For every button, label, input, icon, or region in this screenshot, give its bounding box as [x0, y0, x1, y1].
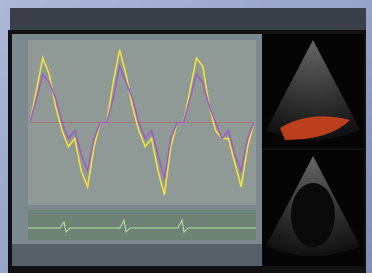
page: (() => { const data = JSON.parse(documen…: [0, 0, 372, 273]
echo-chamber: [291, 183, 335, 247]
screen-photo: [0, 0, 372, 273]
top-bar: [10, 8, 366, 30]
status-bar: [12, 244, 262, 266]
